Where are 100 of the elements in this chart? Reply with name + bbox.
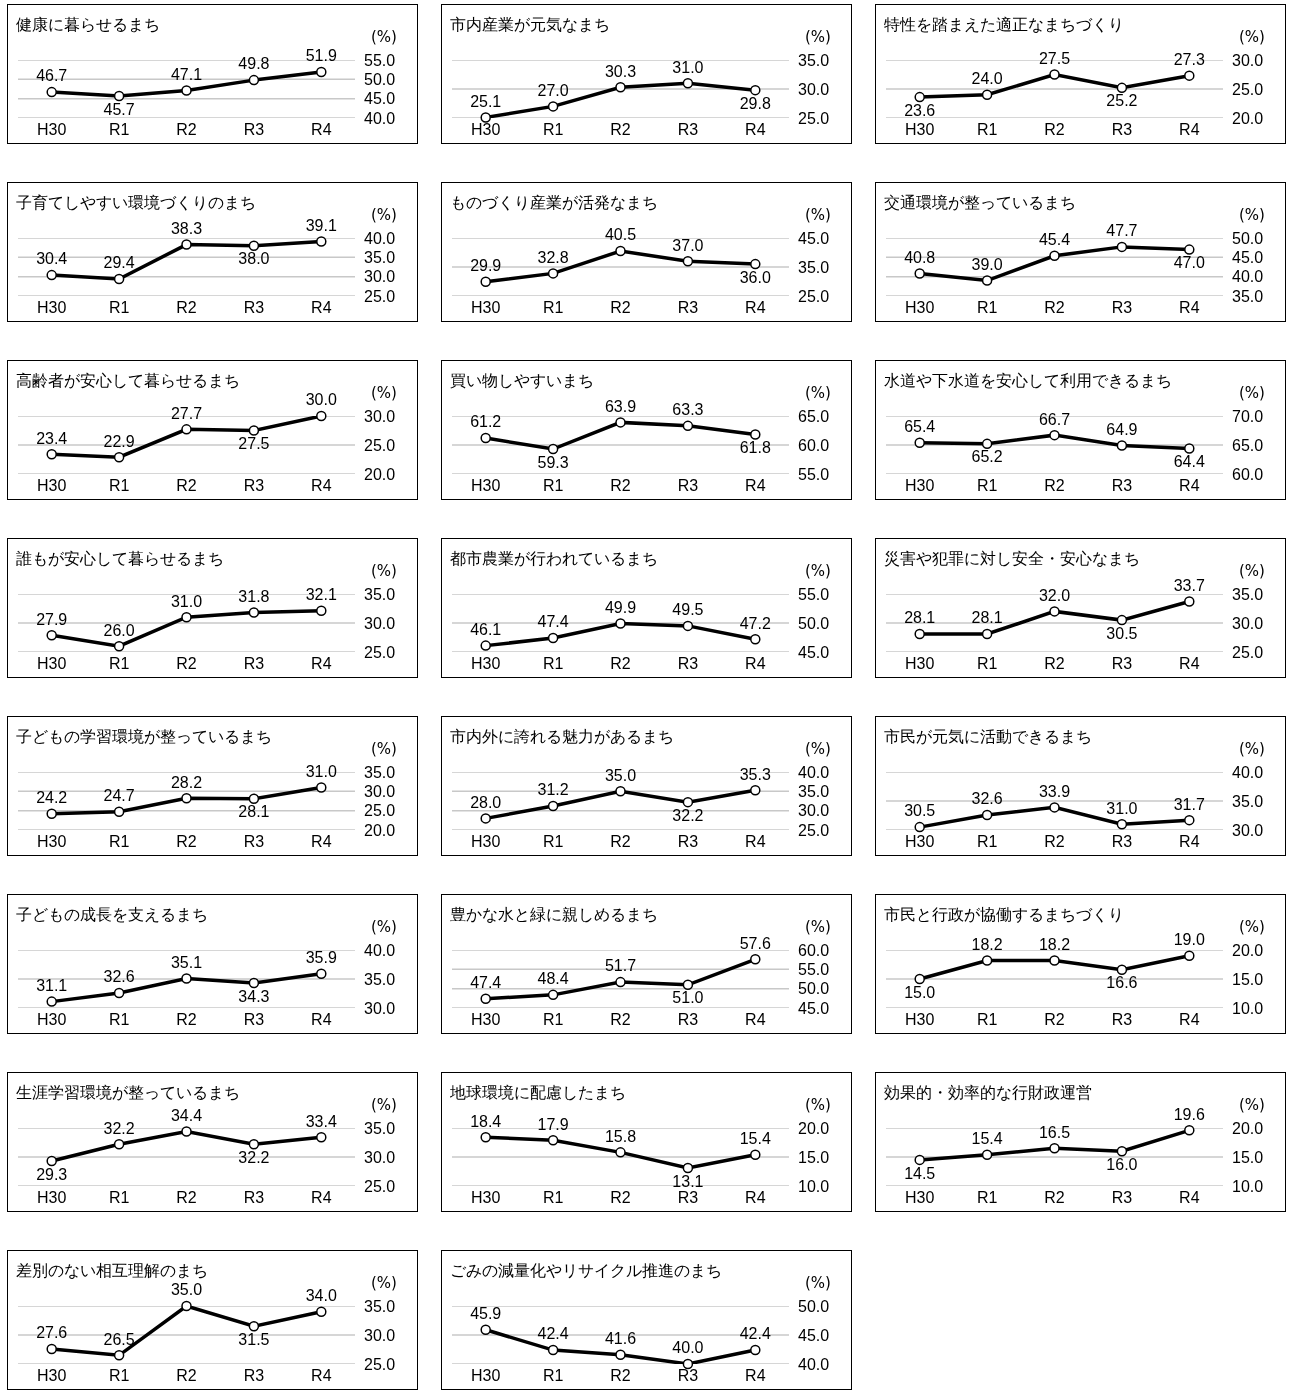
x-tick-label: R4 [311,477,332,494]
y-tick-label: 30.0 [1232,51,1264,69]
data-label: 14.5 [904,1164,936,1182]
point [46,449,57,460]
chart-title: 生涯学習環境が整っているまち [16,1082,240,1102]
x-tick-label: H30 [905,121,935,138]
chart-title: 市民と行政が協働するまちづくり [884,904,1124,924]
y-axis-title: (%) [1239,918,1265,936]
x-tick-label: R2 [610,655,631,672]
y-tick-label: 25.0 [364,643,396,661]
x-tick-label: R2 [1044,1011,1065,1028]
x-tick-label: R4 [745,1189,766,1206]
data-label: 49.9 [604,598,637,616]
x-tick-label: R3 [1111,477,1133,494]
x-tick-label: R2 [1044,833,1065,850]
data-label: 15.4 [971,1130,1003,1148]
chart-title: 誰もが安心して暮らせるまち [16,548,224,568]
data-label: 38.3 [170,219,203,237]
point [248,74,260,86]
data-label: 28.0 [470,793,502,811]
y-axis-title: (%) [371,562,397,580]
point [113,273,125,285]
x-tick-label: R2 [176,121,197,138]
point [615,786,626,797]
y-axis-title: (%) [805,918,831,936]
data-label: 35.9 [305,949,337,967]
data-label: 46.1 [470,620,502,638]
y-tick-label: 60.0 [1232,465,1264,483]
x-tick-label: H30 [471,1189,501,1206]
data-label: 51.7 [604,957,637,975]
data-label: 27.6 [36,1324,68,1342]
y-tick-label: 50.0 [798,980,830,998]
y-tick-label: 25.0 [798,109,830,127]
data-label: 34.0 [305,1287,337,1305]
point [615,245,626,257]
point [682,620,694,632]
data-label: 26.0 [103,621,135,639]
y-tick-label: 35.0 [1232,585,1264,603]
x-tick-label: R2 [1044,1189,1065,1206]
data-label: 29.4 [103,254,135,272]
y-tick-label: 60.0 [798,941,830,959]
point [547,443,559,455]
point [914,973,925,985]
x-tick-label: R1 [108,1189,130,1206]
point [981,1149,993,1160]
data-label: 42.4 [739,1325,771,1343]
x-tick-label: R3 [677,121,699,138]
point [181,1126,192,1137]
y-axis-title: (%) [805,206,831,224]
data-label: 49.5 [672,601,704,619]
x-tick-label: H30 [37,121,67,138]
data-label: 25.2 [1106,92,1138,110]
y-tick-label: 25.0 [1232,643,1264,661]
data-label: 23.6 [904,101,936,119]
y-axis-title: (%) [371,28,397,46]
point [615,82,626,93]
y-axis-title: (%) [371,1274,397,1292]
x-tick-label: R3 [677,1189,699,1206]
chart-title: ごみの減量化やリサイクル推進のまち [450,1260,722,1280]
data-label: 31.0 [170,592,203,610]
y-tick-label: 30.0 [364,407,396,425]
y-tick-label: 30.0 [364,782,396,800]
y-tick-label: 45.0 [798,229,830,247]
data-label: 64.9 [1106,420,1138,438]
y-axis-title: (%) [1239,740,1265,758]
data-label: 31.0 [1106,799,1138,817]
data-label: 41.6 [604,1330,637,1348]
x-tick-label: R3 [243,121,265,138]
point [750,1344,761,1356]
point [46,996,57,1007]
x-tick-label: R4 [1179,833,1200,850]
y-tick-label: 45.0 [798,1326,830,1344]
data-label: 28.1 [904,609,936,627]
chart-title: 子どもの成長を支えるまち [16,904,208,924]
y-tick-label: 40.0 [798,763,830,781]
y-tick-label: 30.0 [364,614,396,632]
x-tick-label: R1 [976,477,998,494]
data-label: 49.8 [238,55,270,73]
point [547,268,559,279]
data-label: 47.4 [470,974,502,992]
y-tick-label: 40.0 [364,229,396,247]
chart-title: 効果的・効率的な行財政運営 [884,1082,1092,1102]
y-tick-label: 35.0 [798,51,830,69]
point [1184,244,1195,255]
point [615,1349,626,1360]
data-label: 32.6 [971,790,1003,808]
chart-title: 水道や下水道を安心して利用できるまち [884,370,1172,390]
y-axis-title: (%) [805,28,831,46]
chart-title: 都市農業が行われているまち [450,548,658,568]
x-tick-label: R4 [745,833,766,850]
data-label: 51.0 [672,989,704,1007]
point [615,976,626,988]
data-label: 26.5 [103,1330,135,1348]
x-tick-label: H30 [37,1367,67,1384]
x-tick-label: R1 [976,299,998,316]
x-tick-label: H30 [905,655,935,672]
point [1116,1145,1128,1157]
point [981,89,993,101]
x-tick-label: R1 [542,121,564,138]
point [181,85,192,96]
